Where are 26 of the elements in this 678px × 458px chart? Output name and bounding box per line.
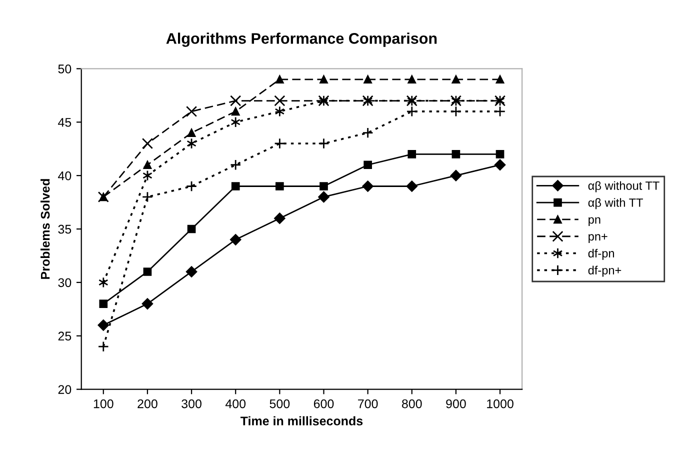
legend-label: df-pn: [588, 248, 614, 260]
y-tick-label: 50: [58, 64, 72, 74]
legend-label: pn+: [588, 234, 608, 243]
y-axis-title: Problems Solved: [40, 179, 50, 279]
x-tick-label: 700: [358, 399, 378, 408]
x-tick-label: 900: [446, 399, 466, 408]
x-tick-label: 200: [138, 399, 158, 408]
legend-label: αβ with TT: [588, 198, 643, 210]
y-tick-label: 25: [58, 332, 72, 341]
y-tick-label: 20: [58, 385, 72, 394]
x-tick-label: 300: [182, 399, 202, 408]
y-tick-label: 45: [58, 118, 72, 127]
x-tick-label: 100: [94, 399, 114, 408]
x-axis-title: Time in milliseconds: [240, 416, 363, 426]
y-tick-label: 30: [58, 278, 72, 288]
x-tick-label: 600: [314, 399, 334, 408]
x-tick-label: 400: [225, 399, 246, 408]
chart-title: Algorithms Performance Comparison: [166, 32, 437, 47]
x-tick-label: 500: [270, 399, 290, 408]
legend-label: pn: [588, 217, 600, 226]
y-tick-label: 40: [58, 171, 72, 180]
y-tick-label: 35: [58, 224, 72, 234]
x-tick-label: 1000: [487, 399, 514, 408]
legend-label: df-pn+: [588, 266, 622, 277]
legend-label: αβ without TT: [588, 181, 660, 192]
x-tick-label: 800: [402, 399, 422, 408]
